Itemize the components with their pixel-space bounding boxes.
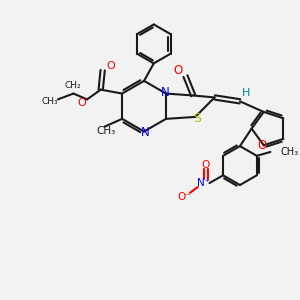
- Text: CH₃: CH₃: [42, 97, 58, 106]
- Text: CH₂: CH₂: [64, 81, 81, 90]
- Text: CH₃: CH₃: [97, 125, 116, 136]
- Text: CH₃: CH₃: [280, 147, 298, 157]
- Text: O: O: [173, 64, 182, 77]
- Text: O: O: [257, 139, 266, 152]
- Text: H: H: [242, 88, 250, 98]
- Text: N: N: [160, 86, 169, 99]
- Text: O⁻: O⁻: [177, 192, 191, 202]
- Text: S: S: [193, 112, 201, 125]
- Text: O: O: [201, 160, 210, 170]
- Text: N⁺: N⁺: [197, 178, 210, 188]
- Text: O: O: [106, 61, 115, 71]
- Text: O: O: [77, 98, 85, 108]
- Text: N: N: [141, 126, 149, 139]
